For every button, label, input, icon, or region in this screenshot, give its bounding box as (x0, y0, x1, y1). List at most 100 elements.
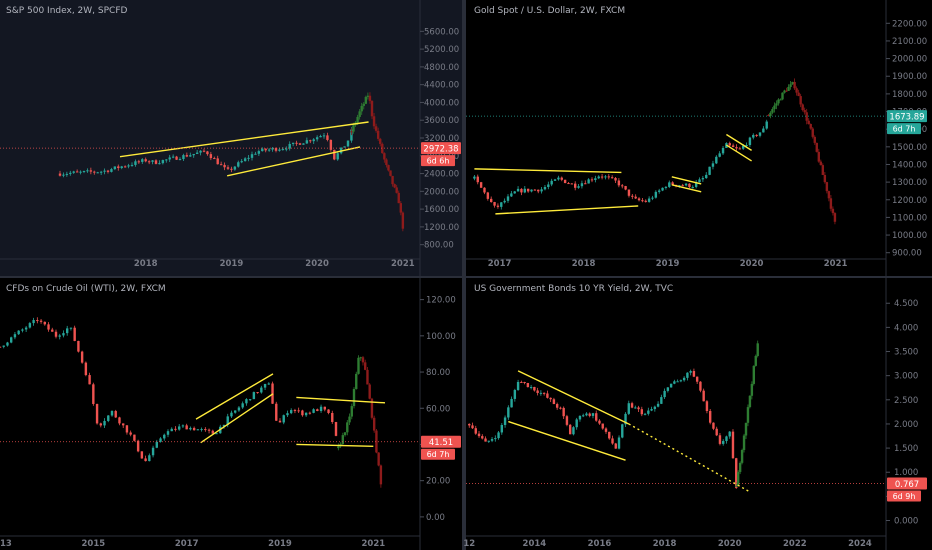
candle-body (762, 128, 765, 133)
vertical-divider[interactable] (462, 0, 466, 550)
candle-body (725, 436, 728, 442)
candle-body (79, 171, 82, 173)
candle-body (58, 173, 62, 176)
y-tick-label: 800.00 (424, 241, 454, 251)
candle-body (718, 153, 721, 157)
candle-body (213, 158, 216, 160)
candle-body (286, 413, 289, 416)
chart-panel-sp500[interactable]: 5600.00 5200.00 4800.00 4400.00 4000.00 3600.… (0, 0, 461, 276)
y-tick-label: 1400.00 (892, 160, 927, 170)
projection-candle-body (781, 92, 784, 100)
candle-body (594, 178, 597, 181)
candle-body (641, 200, 644, 202)
candle-body (10, 337, 13, 343)
candle-body (207, 429, 211, 431)
projection-candle-body (791, 81, 794, 85)
candle-body (624, 186, 627, 190)
candle-body (651, 197, 654, 199)
projection-candle-body (752, 365, 756, 384)
candle-body (241, 403, 244, 408)
projection-candle-body (779, 99, 782, 101)
candle-body (72, 171, 75, 173)
candle-body (329, 139, 333, 150)
y-tick-label: 5200.00 (424, 45, 459, 55)
countdown-label: 6d 9h (893, 492, 916, 501)
candle-body (624, 413, 627, 425)
candle-body (529, 386, 533, 388)
candle-body (686, 372, 689, 378)
candle-body (490, 439, 494, 441)
candle-body (721, 147, 725, 154)
trendline (296, 396, 386, 404)
candle-body (261, 148, 264, 152)
candle-body (147, 161, 151, 163)
candle-body (291, 142, 295, 144)
candle-body (610, 177, 614, 179)
candle-body (86, 170, 89, 172)
current-price-badge (421, 142, 461, 155)
candle-body (118, 417, 121, 424)
projection-candle-body (750, 383, 754, 396)
candle-body (322, 135, 326, 137)
candle-body (711, 163, 715, 167)
candle-body (65, 173, 69, 175)
x-tick-label: 2020 (740, 259, 764, 269)
candle-body (684, 183, 688, 186)
y-tick-label: 2000.00 (892, 55, 927, 65)
candle-body (758, 132, 762, 136)
horizontal-divider[interactable] (0, 276, 932, 278)
candle-body (219, 164, 223, 166)
candle-body (58, 335, 61, 337)
projection-candle-body (809, 124, 812, 129)
candle-body (614, 177, 617, 181)
chart-panel-gold[interactable]: 2200.002100.002000.001900.001800.001700.… (466, 0, 927, 276)
candle-body (315, 137, 319, 140)
chart-panel-bond-yield[interactable]: 4.500 4.000 3.500 3.000 2.500 2.000 1.500 1.000… (463, 278, 927, 550)
candle-body (476, 176, 479, 183)
candle-body (308, 412, 312, 414)
candle-body (166, 431, 170, 435)
chart-panel-crude-oil[interactable]: 120.00100.0080.0060.0040.0020.000.002013… (0, 278, 461, 550)
candle-body (614, 443, 617, 449)
chart-title-bond-yield: US Government Bonds 10 YR Yield, 2W, TVC (474, 284, 673, 294)
candle-body (178, 426, 181, 430)
current-price-label: 41.51 (429, 438, 453, 448)
projection-candle-body (364, 96, 368, 104)
candle-body (39, 320, 43, 322)
candle-body (326, 135, 329, 140)
x-tick-label: 2015 (81, 539, 105, 549)
y-tick-label: 0.000 (894, 517, 918, 527)
candle-body (708, 410, 712, 423)
candle-body (542, 392, 546, 394)
y-tick-label: 1800.00 (892, 90, 927, 100)
projection-candle-body (793, 81, 796, 89)
projection-candle-body (372, 116, 376, 127)
candle-body (278, 149, 281, 151)
candle-body (585, 413, 588, 416)
candle-body (110, 169, 113, 172)
projection-candle-body (356, 116, 359, 123)
candle-body (560, 177, 563, 180)
candle-body (297, 410, 300, 412)
candle-body (99, 171, 103, 173)
candle-body (275, 403, 278, 421)
candle-body (185, 425, 188, 430)
candle-body (507, 407, 510, 418)
current-price-badge (887, 110, 927, 123)
projection-candle-body (379, 138, 382, 144)
candle-body (233, 166, 237, 170)
candle-body (506, 196, 510, 201)
candle-body (516, 188, 520, 192)
countdown-badge (421, 155, 455, 167)
candle-body (168, 157, 171, 160)
candle-body (748, 137, 752, 146)
candle-body (708, 166, 711, 175)
candle-body (77, 340, 80, 352)
candle-body (745, 145, 748, 147)
candle-body (252, 392, 256, 400)
candle-body (148, 455, 151, 462)
candle-body (728, 431, 731, 437)
projection-candle-body (817, 151, 820, 162)
candle-body (513, 191, 516, 194)
projection-candle-body (754, 355, 757, 366)
